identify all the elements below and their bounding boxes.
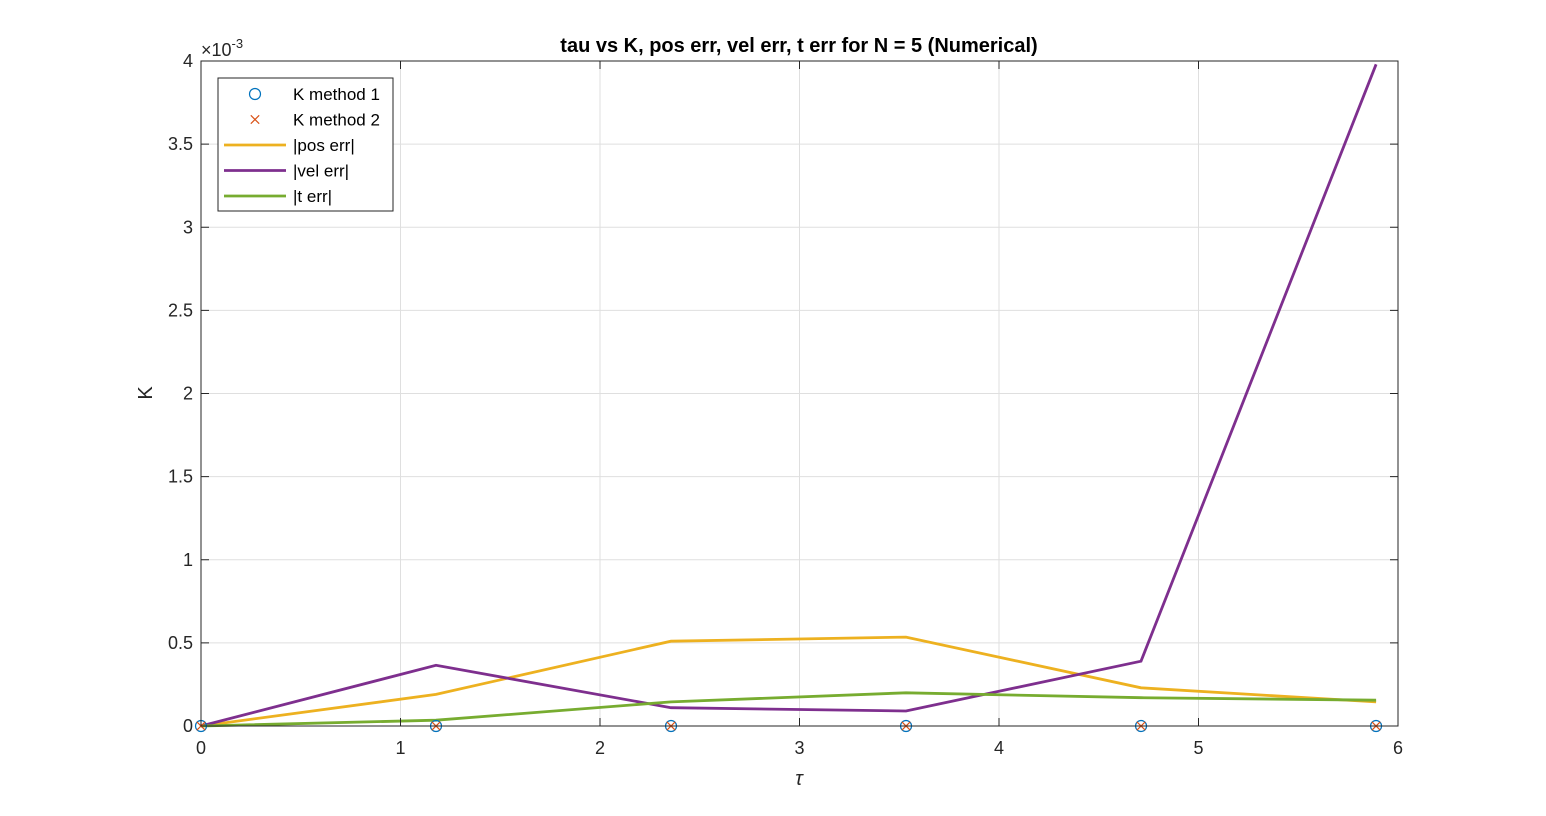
y-tick-label: 2 bbox=[183, 384, 193, 404]
legend-swatch-circle bbox=[248, 87, 262, 101]
y-tick-label: 0.5 bbox=[168, 633, 193, 653]
legend: K method 1 K method 2 |pos err| |vel err| |t… bbox=[217, 77, 394, 212]
legend-entry-vel-err: |vel err| bbox=[224, 162, 349, 181]
legend-entry-t-err: |t err| bbox=[224, 187, 332, 206]
x-axis-label: τ bbox=[795, 768, 804, 790]
ticks bbox=[200, 60, 1399, 727]
y-axis-label: K bbox=[135, 386, 157, 400]
legend-swatch-cross bbox=[250, 114, 260, 125]
x-tick-label: 2 bbox=[595, 738, 605, 758]
x-tick-label: 5 bbox=[1193, 738, 1203, 758]
series-line-vel-err bbox=[200, 63, 1378, 728]
x-tick-label: 4 bbox=[994, 738, 1004, 758]
series-line-pos-err bbox=[200, 635, 1377, 728]
legend-entry-k-method-2: K method 2 bbox=[250, 111, 380, 130]
legend-entry-k-method-1: K method 1 bbox=[248, 85, 380, 104]
legend-entry-pos-err: |pos err| bbox=[224, 136, 355, 155]
series-layer bbox=[194, 63, 1383, 733]
legend-label: |vel err| bbox=[293, 162, 349, 181]
y-tick-label: 3 bbox=[183, 217, 193, 237]
x-tick-label: 0 bbox=[196, 738, 206, 758]
legend-label: K method 1 bbox=[293, 85, 380, 104]
x-tick-label: 3 bbox=[794, 738, 804, 758]
y-exponent-base: ×10 bbox=[201, 40, 232, 60]
y-tick-label: 3.5 bbox=[168, 134, 193, 154]
legend-label: K method 2 bbox=[293, 111, 380, 130]
y-exponent-power: -3 bbox=[232, 36, 244, 51]
series-t-err bbox=[200, 691, 1377, 728]
y-tick-label: 0 bbox=[183, 716, 193, 736]
y-tick-label: 4 bbox=[183, 51, 193, 71]
y-tick-label: 2.5 bbox=[168, 300, 193, 320]
legend-label: |t err| bbox=[293, 187, 332, 206]
y-tick-label: 1.5 bbox=[168, 467, 193, 487]
x-tick-label: 6 bbox=[1393, 738, 1403, 758]
series-line-t-err bbox=[200, 691, 1377, 728]
x-tick-labels: 0 1 2 3 4 5 6 bbox=[196, 738, 1403, 758]
x-tick-label: 1 bbox=[395, 738, 405, 758]
legend-entries: K method 1 K method 2 |pos err| |vel err| |t… bbox=[224, 85, 380, 206]
y-tick-label: 1 bbox=[183, 550, 193, 570]
y-tick-labels: 0 0.5 1 1.5 2 2.5 3 3.5 4 bbox=[168, 51, 193, 736]
series-pos-err bbox=[200, 635, 1377, 728]
y-exponent-label: ×10-3 bbox=[201, 36, 243, 60]
chart-title: tau vs K, pos err, vel err, t err for N … bbox=[560, 35, 1037, 57]
legend-label: |pos err| bbox=[293, 136, 355, 155]
series-vel-err bbox=[200, 63, 1378, 728]
